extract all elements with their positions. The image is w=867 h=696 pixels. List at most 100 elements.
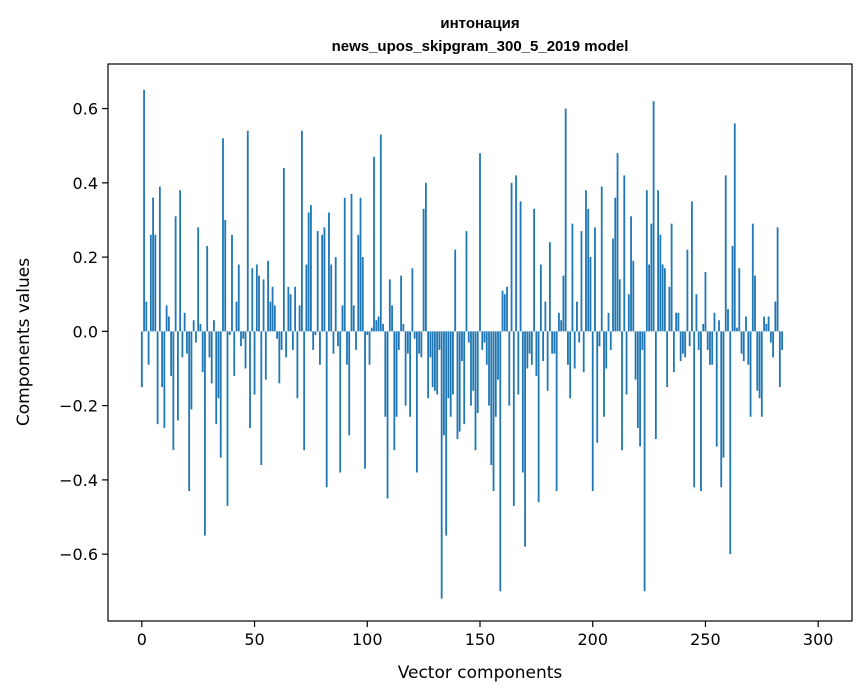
bar-162	[506, 286, 508, 332]
bar-210	[614, 197, 617, 332]
x-tick-label-100: 100	[352, 630, 383, 649]
bar-30	[208, 331, 211, 358]
bar-22	[190, 331, 193, 410]
bar-35	[219, 331, 222, 458]
bar-40	[231, 234, 233, 332]
bar-241	[684, 331, 687, 358]
bar-202	[596, 331, 599, 443]
bar-155	[490, 331, 493, 466]
bar-163	[508, 331, 511, 406]
bar-96	[357, 234, 360, 332]
bar-208	[609, 331, 612, 350]
bar-195	[580, 231, 583, 332]
bar-76	[312, 331, 315, 350]
bar-89	[341, 305, 344, 332]
bar-44	[240, 331, 242, 347]
bar-5	[152, 197, 154, 332]
bar-271	[751, 223, 754, 332]
bar-273	[756, 331, 759, 391]
bar-52	[258, 275, 260, 332]
bar-51	[255, 264, 258, 332]
bar-46	[244, 331, 247, 369]
bar-239	[679, 331, 682, 362]
bar-231	[661, 264, 664, 332]
bar-39	[228, 331, 231, 336]
bar-74	[307, 212, 310, 332]
bar-206	[605, 331, 608, 369]
bar-110	[388, 279, 391, 332]
bar-65	[287, 286, 290, 332]
bar-213	[621, 331, 623, 451]
bar-173	[530, 331, 533, 365]
x-tick-label-200: 200	[577, 630, 608, 649]
bar-7	[156, 331, 159, 425]
bar-41	[233, 331, 236, 376]
bar-279	[769, 331, 772, 343]
bar-191	[571, 223, 574, 332]
bar-274	[758, 331, 761, 399]
bar-6	[154, 234, 157, 332]
bar-50	[253, 331, 256, 395]
bar-178	[542, 331, 545, 362]
bar-81	[323, 227, 326, 332]
bar-56	[267, 260, 269, 332]
bar-99	[364, 331, 366, 469]
bar-232	[663, 268, 666, 332]
bar-233	[666, 331, 669, 388]
bar-26	[199, 323, 202, 332]
bar-79	[319, 331, 321, 365]
bar-216	[627, 294, 630, 332]
bar-269	[747, 331, 750, 365]
bar-180	[546, 331, 549, 391]
y-tick-label-5: 0.4	[73, 174, 98, 193]
bar-87	[337, 331, 339, 347]
bar-23	[192, 320, 195, 332]
bar-83	[328, 212, 330, 332]
bar-146	[470, 331, 472, 406]
bar-214	[623, 175, 626, 332]
bar-275	[760, 331, 763, 417]
y-tick-label-2: −0.2	[59, 397, 98, 416]
bar-154	[488, 331, 490, 406]
bar-42	[235, 301, 238, 332]
bar-140	[456, 331, 459, 440]
bar-267	[742, 331, 745, 362]
bar-253	[711, 331, 714, 365]
bar-211	[616, 153, 619, 332]
bar-119	[409, 331, 412, 417]
bar-236	[672, 331, 675, 373]
bar-101	[368, 331, 371, 365]
bar-169	[521, 331, 524, 473]
bar-261	[729, 331, 732, 555]
bar-207	[607, 312, 610, 332]
bar-109	[386, 331, 389, 499]
bar-33	[215, 331, 218, 425]
bar-283	[778, 331, 781, 388]
bar-228	[654, 331, 657, 440]
bar-59	[273, 305, 276, 332]
bar-277	[765, 323, 768, 332]
bar-188	[564, 108, 567, 332]
y-axis-label: Components values	[14, 258, 34, 426]
bar-134	[443, 331, 445, 436]
bar-165	[512, 331, 515, 506]
chart-subtitle: news_upos_skipgram_300_5_2019 model	[332, 38, 629, 55]
x-axis-label: Vector components	[398, 663, 563, 683]
x-tick-label-150: 150	[465, 630, 496, 649]
bar-221	[639, 331, 641, 447]
bar-234	[668, 286, 671, 332]
bar-168	[519, 201, 522, 332]
bar-174	[533, 208, 536, 332]
bar-121	[413, 331, 416, 339]
bar-61	[278, 331, 281, 384]
bar-28	[204, 331, 206, 536]
bar-138	[452, 331, 454, 395]
bar-183	[553, 331, 556, 354]
bar-68	[294, 286, 297, 332]
bar-186	[560, 320, 563, 332]
bar-31	[210, 331, 213, 384]
bar-80	[321, 234, 324, 332]
bar-57	[269, 301, 272, 332]
bar-160	[501, 290, 504, 332]
